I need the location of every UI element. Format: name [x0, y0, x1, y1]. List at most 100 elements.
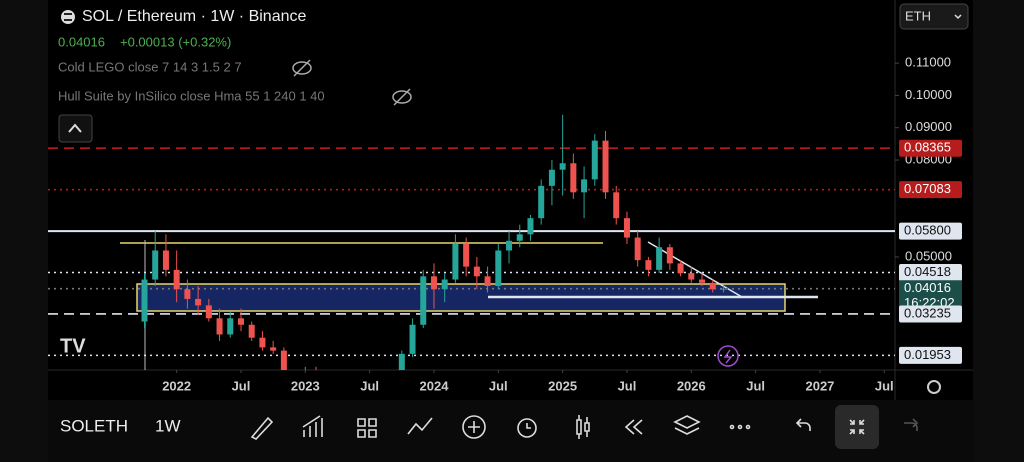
candle-body: [473, 266, 480, 277]
hide-icon[interactable]: [392, 88, 412, 106]
trend-line: [647, 241, 743, 298]
symbol-title: SOL / Ethereum · 1W · Binance: [82, 8, 306, 25]
indicator[interactable]: Cold LEGO close 7 14 3 1.5 2 7: [58, 59, 242, 74]
candle-body: [195, 298, 202, 306]
candle-body: [409, 324, 416, 354]
y-tick-label: 0.10000: [905, 87, 952, 102]
candle-body: [495, 250, 502, 287]
candle-body: [645, 260, 652, 270]
indicators-icon[interactable]: [302, 415, 323, 437]
candle-body: [602, 140, 609, 193]
candle-body: [634, 237, 641, 261]
candle-body: [237, 318, 244, 325]
candle-body: [152, 250, 159, 280]
candle-body: [484, 276, 491, 287]
price-change: +0.00013 (+0.32%): [120, 34, 231, 49]
price-label: 0.04518: [904, 264, 951, 279]
candle-body: [677, 263, 684, 274]
symbol-icon: [64, 19, 72, 21]
collapse-button[interactable]: [58, 114, 93, 143]
candle-body: [216, 318, 223, 335]
price-label: 0.07083: [904, 181, 951, 196]
candle-body: [516, 234, 523, 241]
dropdown-arrow: [954, 14, 962, 20]
x-tick-label: Jul: [618, 378, 637, 393]
candle-body: [141, 279, 148, 322]
candle-body: [506, 240, 513, 251]
toolbar-icons: [250, 415, 811, 440]
toolbar-symbol[interactable]: SOLETH: [60, 416, 128, 435]
draw-icon[interactable]: [250, 416, 274, 440]
candle-body: [623, 218, 630, 238]
compare-icon[interactable]: [407, 417, 433, 435]
hide-icon[interactable]: [292, 59, 312, 77]
candle-body: [430, 276, 437, 290]
fullscreen-button[interactable]: [835, 405, 879, 449]
currency-dropdown[interactable]: [899, 3, 969, 30]
x-tick-label: 2023: [291, 378, 320, 393]
templates-icon[interactable]: [357, 418, 377, 438]
chart-background: [48, 0, 973, 400]
candle-body: [184, 289, 191, 299]
candle-body: [548, 169, 555, 186]
candle-body: [688, 273, 695, 280]
more-icon[interactable]: [729, 424, 735, 430]
symbol-icon: [64, 13, 72, 15]
price: 0.04016: [58, 34, 105, 49]
y-tick-label: 0.11000: [905, 55, 951, 70]
candle-body: [666, 247, 673, 264]
candle-body: [613, 192, 620, 219]
indicator[interactable]: Hull Suite by InSilico close Hma 55 1 24…: [58, 88, 325, 103]
x-tick-label: 2026: [677, 378, 706, 393]
x-tick-label: Jul: [232, 378, 251, 393]
candle-body: [280, 350, 287, 370]
chart-type-icon[interactable]: [576, 415, 590, 439]
alert-icon: [723, 349, 733, 364]
price-label-box: [899, 280, 962, 313]
candle-body: [720, 288, 727, 290]
alarm-icon[interactable]: [517, 418, 537, 438]
add-icon[interactable]: [468, 421, 480, 433]
candle-body: [173, 269, 180, 290]
candle-body: [699, 279, 706, 283]
x-tick-label: Jul: [360, 378, 379, 393]
more-icon[interactable]: [745, 424, 751, 430]
replay-icon[interactable]: [624, 419, 643, 435]
price-label-box: [899, 222, 962, 240]
candle-body: [270, 347, 277, 351]
candle-body: [538, 185, 545, 219]
candle-body: [656, 247, 663, 270]
alarm-icon[interactable]: [526, 423, 531, 429]
price-label-box: [899, 264, 962, 282]
price-label-box: [899, 305, 962, 323]
candle-body: [559, 163, 566, 170]
more-icon[interactable]: [737, 424, 743, 430]
collapse-icon: [68, 123, 82, 133]
price-label: 0.04016: [904, 280, 951, 295]
toolbar-interval[interactable]: 1W: [155, 416, 181, 435]
candle-body: [463, 244, 470, 267]
settings-icon[interactable]: [927, 380, 941, 394]
add-icon[interactable]: [462, 415, 486, 439]
undo-icon[interactable]: [795, 418, 811, 431]
price-label-box: [899, 181, 962, 199]
layers-icon[interactable]: [673, 415, 701, 435]
alert-icon[interactable]: [717, 345, 739, 367]
candle-body: [227, 318, 234, 335]
price-label: 0.03235: [904, 305, 951, 320]
candle-body: [248, 324, 255, 338]
y-tick-label: 0.09000: [905, 119, 952, 134]
logo: TV: [60, 335, 86, 357]
y-tick-label: 0.05000: [905, 248, 952, 263]
price-label: 0.05800: [904, 223, 951, 238]
currency: ETH: [905, 8, 931, 23]
candle-body: [591, 140, 598, 180]
redo-icon[interactable]: [904, 418, 919, 431]
fullscreen-icon: [849, 419, 865, 435]
candle-body: [162, 250, 169, 270]
x-tick-label: 2022: [162, 378, 191, 393]
price-label-box: [899, 346, 962, 364]
candle-body: [420, 276, 427, 325]
plot: [48, 147, 895, 370]
